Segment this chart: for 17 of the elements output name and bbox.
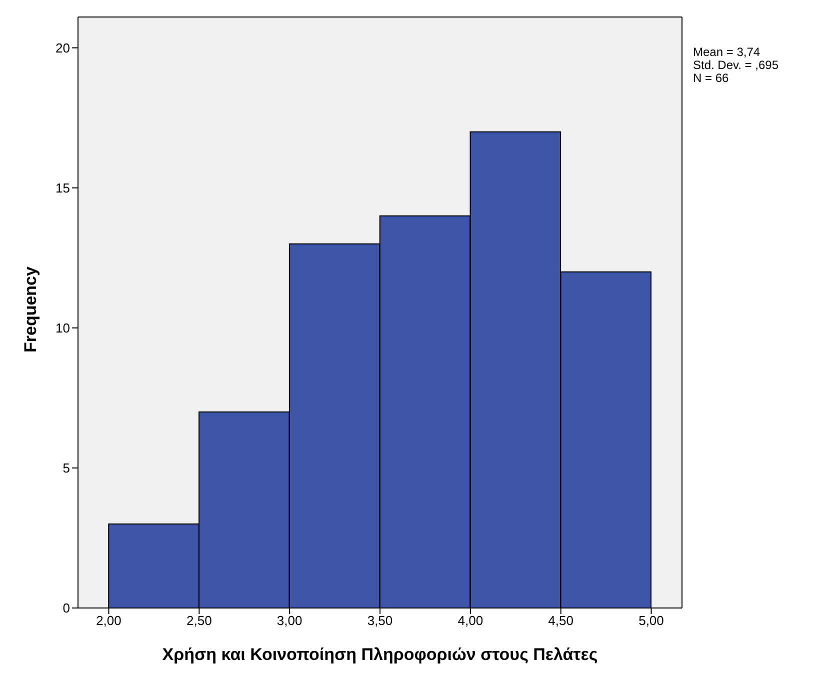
text: Mean = 3,74	[693, 45, 762, 59]
y-tick-label: 20	[56, 40, 70, 56]
x-tick-label: 3,00	[276, 613, 302, 628]
x-tick-label: 2,00	[96, 613, 122, 628]
x-tick-label: 3,50	[367, 613, 393, 628]
y-tick-label: 0	[62, 600, 70, 616]
x-axis-title: Χρήση και Κοινοποίηση Πληροφοριών στους Πελάτες	[162, 645, 598, 664]
y-tick-label: 10	[56, 320, 70, 336]
text: Std. Dev. = ,695	[693, 58, 778, 72]
x-tick-label: 5,00	[638, 613, 664, 628]
x-tick-label: 4,00	[458, 613, 484, 628]
x-tick-label: 4,50	[548, 613, 574, 628]
x-tick-label: 2,50	[186, 613, 212, 628]
y-tick-label: 15	[56, 180, 70, 196]
text: N = 66	[693, 71, 730, 85]
y-axis-title: Frequency	[21, 266, 40, 352]
y-tick-label: 5	[62, 460, 70, 476]
